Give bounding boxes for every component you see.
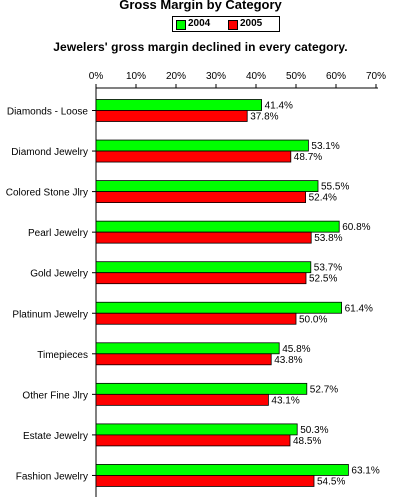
category-label: Fashion Jewelry bbox=[16, 471, 88, 482]
chart-title: Gross Margin by Category bbox=[119, 0, 282, 12]
bar-2004 bbox=[95, 301, 343, 314]
data-label-2004: 53.1% bbox=[311, 141, 339, 152]
bar-2004 bbox=[95, 139, 309, 152]
x-tick-label: 0% bbox=[89, 71, 104, 82]
data-label-2004: 52.7% bbox=[310, 384, 338, 395]
bar-2004 bbox=[95, 261, 312, 274]
category-label: Other Fine Jlry bbox=[22, 390, 88, 401]
bar-2005 bbox=[95, 434, 291, 447]
data-label-2004: 53.7% bbox=[314, 263, 342, 274]
bar-2005 bbox=[95, 272, 307, 285]
category-label: Gold Jewelry bbox=[30, 269, 88, 280]
bar-2004 bbox=[95, 342, 280, 355]
bar-2005 bbox=[95, 110, 248, 122]
data-label-2004: 55.5% bbox=[321, 182, 349, 193]
category-label: Colored Stone Jlry bbox=[6, 188, 88, 199]
data-label-2005: 48.7% bbox=[294, 152, 322, 163]
data-label-2004: 41.4% bbox=[265, 101, 293, 112]
legend-swatch-2005 bbox=[228, 20, 238, 30]
bar-2004 bbox=[95, 423, 298, 436]
data-label-2005: 53.8% bbox=[314, 233, 342, 244]
x-tick-label: 70% bbox=[366, 71, 386, 82]
legend-label-2005: 2005 bbox=[240, 18, 263, 29]
data-label-2005: 54.5% bbox=[317, 476, 345, 487]
legend-swatch-2004 bbox=[176, 20, 186, 30]
bar-2004 bbox=[95, 99, 263, 111]
x-tick-label: 10% bbox=[126, 71, 146, 82]
legend-label-2004: 2004 bbox=[188, 18, 211, 29]
data-label-2004: 60.8% bbox=[342, 222, 370, 233]
category-label: Diamond Jewelry bbox=[11, 147, 88, 158]
data-label-2004: 45.8% bbox=[282, 344, 310, 355]
category-label: Diamonds - Loose bbox=[7, 107, 89, 118]
category-label: Timepieces bbox=[37, 350, 88, 361]
bar-2005 bbox=[95, 150, 292, 163]
category-label: Estate Jewelry bbox=[23, 431, 88, 442]
data-label-2005: 50.0% bbox=[299, 314, 327, 325]
category-label: Platinum Jewelry bbox=[12, 309, 88, 320]
bar-2005 bbox=[95, 475, 315, 487]
chart-subtitle: Jewelers' gross margin declined in every… bbox=[53, 40, 348, 54]
data-label-2004: 63.1% bbox=[351, 465, 379, 476]
legend: 2004 2005 bbox=[172, 16, 280, 32]
data-label-2005: 48.5% bbox=[293, 436, 321, 447]
category-label: Pearl Jewelry bbox=[28, 228, 88, 239]
data-label-2005: 43.1% bbox=[271, 395, 299, 406]
data-label-2005: 52.4% bbox=[309, 193, 337, 204]
x-tick-label: 20% bbox=[166, 71, 186, 82]
bar-2004 bbox=[95, 220, 340, 233]
x-tick-label: 50% bbox=[286, 71, 306, 82]
data-label-2005: 43.8% bbox=[274, 355, 302, 366]
bar-2004 bbox=[95, 464, 349, 476]
bar-2004 bbox=[95, 382, 308, 395]
bar-2005 bbox=[95, 231, 312, 244]
bar-2004 bbox=[95, 180, 319, 193]
data-label-2004: 50.3% bbox=[300, 425, 328, 436]
data-label-2005: 37.8% bbox=[250, 112, 278, 123]
x-tick-label: 40% bbox=[246, 71, 266, 82]
bar-2005 bbox=[95, 191, 307, 204]
data-label-2004: 61.4% bbox=[345, 303, 373, 314]
x-tick-label: 30% bbox=[206, 71, 226, 82]
bar-2005 bbox=[95, 353, 272, 366]
bar-2005 bbox=[95, 393, 269, 406]
data-label-2005: 52.5% bbox=[309, 274, 337, 285]
bar-2005 bbox=[95, 312, 297, 325]
x-tick-label: 60% bbox=[326, 71, 346, 82]
